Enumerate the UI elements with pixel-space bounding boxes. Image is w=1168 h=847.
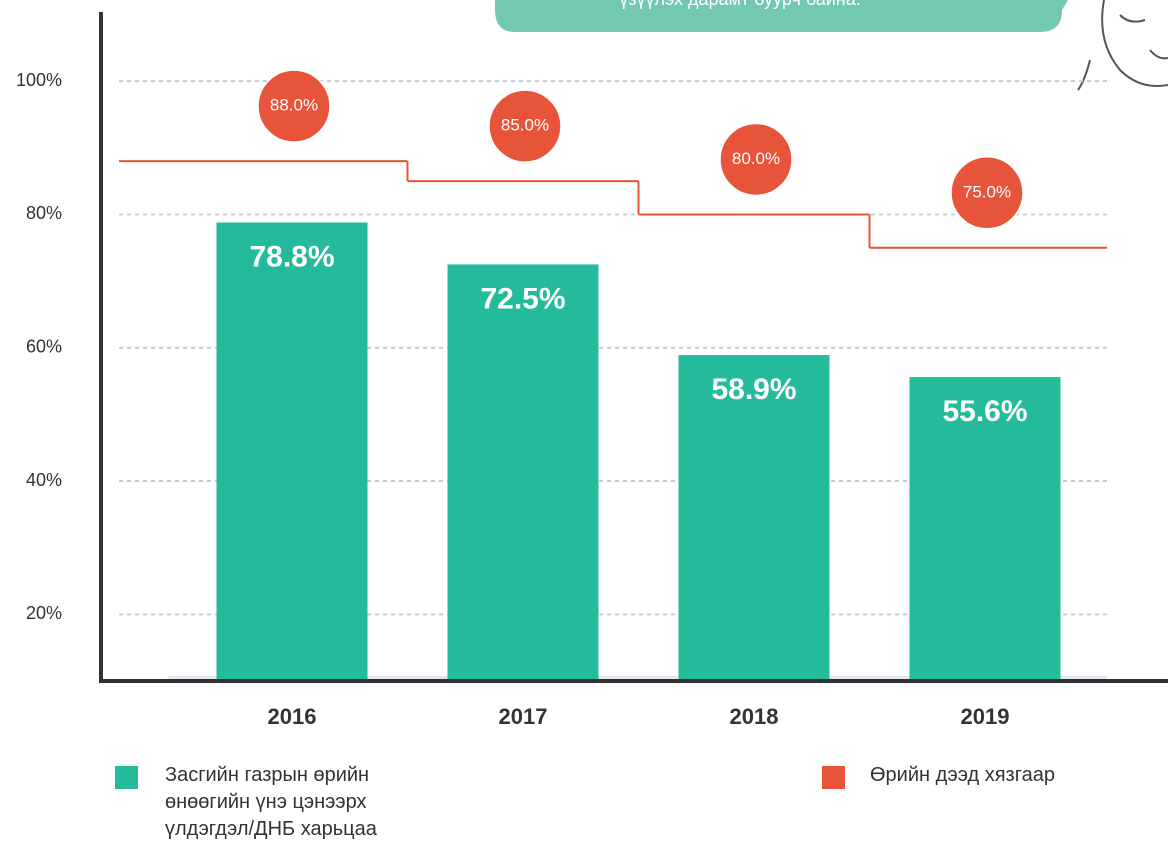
limit-value-label: 75.0% bbox=[963, 182, 1011, 201]
speech-bubble bbox=[495, 0, 1068, 32]
cartoon-face bbox=[1077, 0, 1168, 91]
y-tick-label: 60% bbox=[26, 337, 62, 357]
bar-value-label: 55.6% bbox=[942, 395, 1027, 428]
y-tick-label: 40% bbox=[26, 470, 62, 490]
legend-label: Засгийн газрын өрийн өнөөгийн үнэ цэнээр… bbox=[165, 764, 377, 840]
y-tick-label: 20% bbox=[26, 603, 62, 623]
limit-marker bbox=[257, 69, 331, 143]
bar-value-label: 78.8% bbox=[249, 240, 334, 273]
bar bbox=[678, 355, 830, 681]
y-tick-label: 80% bbox=[26, 203, 62, 223]
y-tick-label: 100% bbox=[16, 70, 62, 90]
limit-marker bbox=[488, 89, 562, 163]
limit-marker bbox=[719, 122, 793, 197]
x-tick-label: 2018 bbox=[730, 704, 779, 729]
x-tick-label: 2017 bbox=[499, 704, 548, 729]
limit-value-label: 80.0% bbox=[732, 149, 780, 168]
legend-swatch bbox=[822, 766, 845, 789]
limit-marker bbox=[950, 156, 1024, 230]
limit-value-label: 88.0% bbox=[270, 96, 318, 115]
axis-band bbox=[168, 676, 1107, 681]
bar bbox=[447, 264, 599, 681]
x-tick-label: 2016 bbox=[268, 704, 317, 729]
x-tick-label: 2019 bbox=[961, 704, 1010, 729]
bar bbox=[909, 377, 1061, 681]
bar bbox=[216, 222, 368, 681]
legend-label: Өрийн дээд хязгаар bbox=[870, 764, 1055, 786]
limit-value-label: 85.0% bbox=[501, 116, 549, 135]
legend-swatch bbox=[115, 766, 138, 789]
bar-value-label: 58.9% bbox=[711, 373, 796, 406]
annotation: үзүүлэх дарамт буурч байна. bbox=[619, 0, 861, 9]
bar-value-label: 72.5% bbox=[480, 282, 565, 315]
